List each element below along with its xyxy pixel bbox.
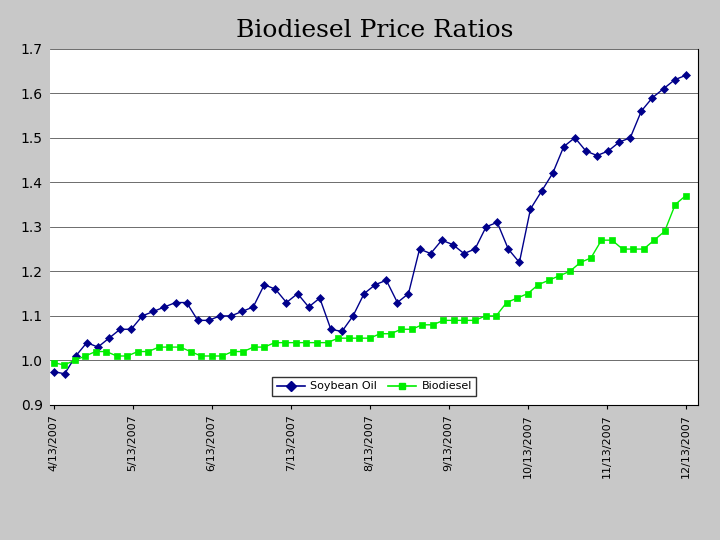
Biodiesel	[281, 339, 289, 346]
Soybean Oil	[681, 72, 690, 79]
Soybean Oil	[215, 313, 224, 319]
Biodiesel	[60, 362, 68, 368]
Biodiesel	[207, 353, 216, 359]
Title: Biodiesel Price Ratios: Biodiesel Price Ratios	[235, 19, 513, 43]
Soybean Oil	[526, 206, 535, 212]
Soybean Oil	[593, 152, 601, 159]
Biodiesel	[49, 360, 58, 366]
Biodiesel	[397, 326, 405, 333]
Line: Biodiesel: Biodiesel	[50, 192, 689, 368]
Soybean Oil	[60, 370, 69, 377]
Soybean Oil	[204, 317, 213, 323]
Biodiesel	[681, 192, 690, 199]
Legend: Soybean Oil, Biodiesel: Soybean Oil, Biodiesel	[272, 377, 477, 396]
Line: Soybean Oil: Soybean Oil	[51, 72, 688, 376]
Soybean Oil	[660, 85, 668, 92]
Biodiesel	[439, 317, 448, 323]
Soybean Oil	[49, 368, 58, 375]
Biodiesel	[186, 348, 195, 355]
Soybean Oil	[482, 224, 490, 230]
Biodiesel	[608, 237, 616, 244]
